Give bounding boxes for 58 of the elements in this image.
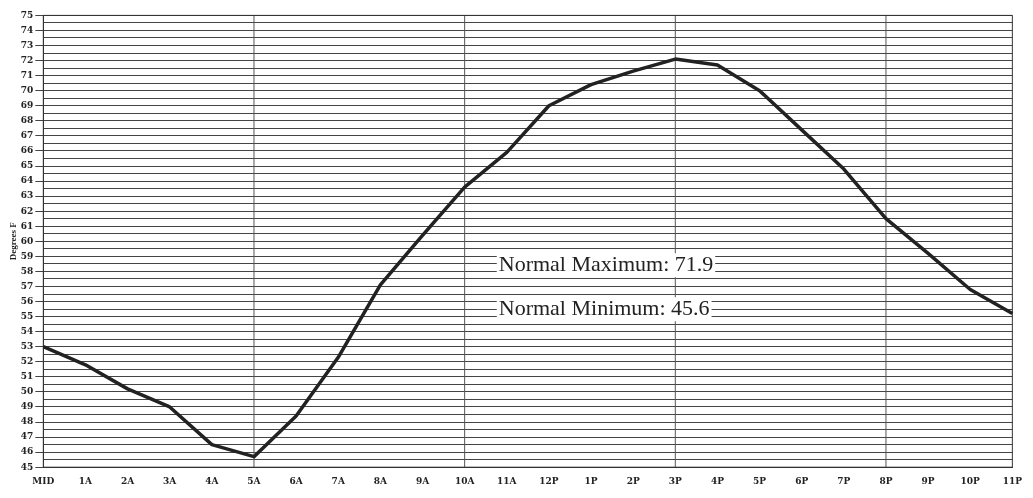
y-tick-label: 62 xyxy=(20,205,34,216)
y-tick-label: 58 xyxy=(20,265,34,276)
x-tick-label: 7P xyxy=(837,475,851,486)
x-tick-label: 7A xyxy=(331,475,346,486)
x-tick-label: 4P xyxy=(710,475,725,486)
x-tick-label: 5P xyxy=(753,475,767,486)
y-tick-label: 52 xyxy=(20,356,34,367)
y-tick-label: 69 xyxy=(20,100,34,111)
y-tick-label: 49 xyxy=(20,401,34,412)
x-tick-label: 3A xyxy=(163,475,178,486)
x-tick-label: 6A xyxy=(289,475,304,486)
y-tick-label: 59 xyxy=(20,250,34,261)
x-tick-label: 1A xyxy=(78,475,94,486)
x-tick-label: 10A xyxy=(454,475,476,486)
y-tick-label: 45 xyxy=(20,461,34,472)
y-tick-label: 67 xyxy=(20,130,34,141)
y-tick-label: 46 xyxy=(20,446,34,457)
y-tick-label: 53 xyxy=(20,341,34,352)
x-tick-label: 5A xyxy=(247,475,262,486)
y-tick-label: 72 xyxy=(20,54,34,65)
y-tick-label: 66 xyxy=(20,145,34,156)
x-tick-label: 9A xyxy=(415,475,431,486)
y-tick-label: 55 xyxy=(20,310,34,321)
x-tick-label: 2P xyxy=(626,475,640,486)
y-tick-label: 65 xyxy=(20,160,34,171)
y-tick-label: 61 xyxy=(20,220,34,231)
x-tick-label: 8A xyxy=(373,475,389,486)
y-tick-label: 50 xyxy=(20,386,34,397)
x-tick-label: 3P xyxy=(668,475,683,486)
x-tick-label: 1P xyxy=(584,475,598,486)
y-tick-label: 47 xyxy=(20,431,34,442)
y-tick-label: 71 xyxy=(20,69,34,80)
y-tick-label: 56 xyxy=(20,295,34,306)
x-tick-label: 12P xyxy=(539,475,559,486)
y-tick-label: 73 xyxy=(20,39,34,50)
y-tick-label: 70 xyxy=(20,85,34,96)
y-tick-label: 48 xyxy=(20,416,34,427)
y-axis-title: Degrees F xyxy=(7,221,18,261)
x-tick-label: 11P xyxy=(1002,475,1023,486)
y-tick-label: 60 xyxy=(20,235,34,246)
y-tick-label: 63 xyxy=(20,190,34,201)
x-tick-label: 11A xyxy=(497,475,518,486)
x-tick-label: 10P xyxy=(960,475,981,486)
annotation: Normal Maximum: 71.9 xyxy=(498,251,714,277)
y-tick-label: 64 xyxy=(20,175,34,186)
x-tick-label: 8P xyxy=(879,475,893,486)
y-tick-label: 54 xyxy=(20,326,34,336)
y-tick-label: 57 xyxy=(20,280,34,291)
x-tick-label: 6P xyxy=(795,475,809,486)
x-tick-label: 4A xyxy=(205,475,220,486)
x-tick-label: 2A xyxy=(120,475,136,486)
annotation: Normal Minimum: 45.6 xyxy=(498,295,710,321)
y-tick-label: 74 xyxy=(20,24,34,35)
x-tick-label: 9P xyxy=(921,475,935,486)
y-tick-label: 75 xyxy=(20,9,34,20)
y-tick-label: 68 xyxy=(20,115,34,126)
y-tick-label: 51 xyxy=(20,371,34,382)
x-tick-label: MID xyxy=(32,475,55,486)
